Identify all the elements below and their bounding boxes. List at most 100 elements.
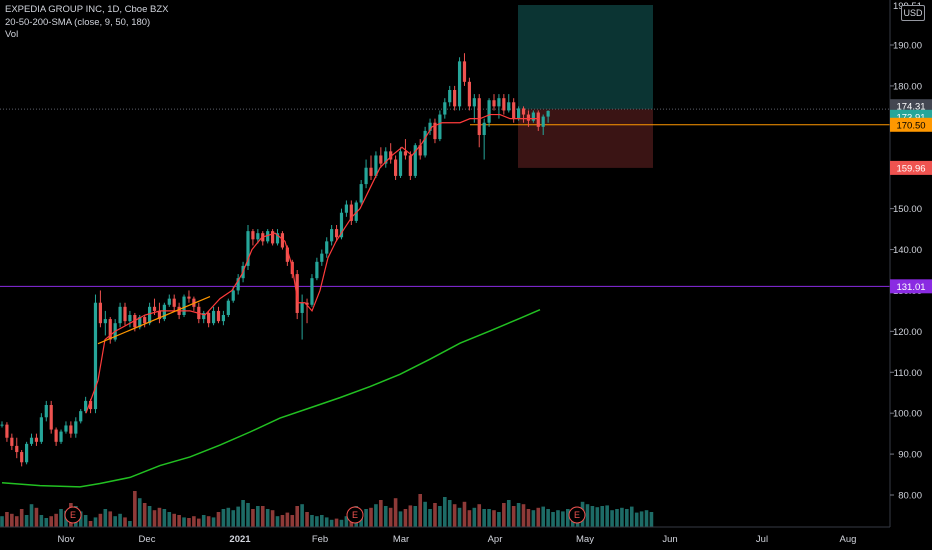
candle-body[interactable] <box>325 241 329 254</box>
candle-body[interactable] <box>221 315 225 322</box>
candle-body[interactable] <box>526 114 531 121</box>
candle-body[interactable] <box>359 184 363 203</box>
candle-body[interactable] <box>374 155 378 176</box>
horizontal-lines[interactable] <box>0 108 890 287</box>
candle-body[interactable] <box>546 110 550 117</box>
candle-body[interactable] <box>34 437 39 442</box>
symbol-title[interactable]: EXPEDIA GROUP INC, 1D, Cboe BZX <box>5 4 169 15</box>
candle-body[interactable] <box>103 319 107 324</box>
candle-body[interactable] <box>202 312 206 320</box>
candle-body[interactable] <box>300 302 304 313</box>
candle-body[interactable] <box>5 424 9 438</box>
candle-body[interactable] <box>93 302 98 410</box>
candle-body[interactable] <box>226 300 230 315</box>
candle-body[interactable] <box>108 319 112 340</box>
volume-indicator-label[interactable]: Vol <box>5 29 19 40</box>
earnings-marker[interactable]: E <box>568 506 586 524</box>
candle-body[interactable] <box>448 90 452 103</box>
candle-body[interactable] <box>492 100 496 107</box>
candle-body[interactable] <box>305 302 309 305</box>
candle-body[interactable] <box>295 274 299 313</box>
candle-body[interactable] <box>384 151 388 164</box>
long-position-tool[interactable] <box>518 5 653 168</box>
candle-body[interactable] <box>25 443 29 463</box>
candle-body[interactable] <box>398 151 403 176</box>
candle-body[interactable] <box>462 61 467 82</box>
candle-body[interactable] <box>536 112 540 127</box>
candle-body[interactable] <box>20 452 24 463</box>
candle-body[interactable] <box>369 167 373 176</box>
candle-body[interactable] <box>512 102 516 119</box>
candle-body[interactable] <box>275 233 280 244</box>
candle-body[interactable] <box>497 98 501 107</box>
candle-body[interactable] <box>502 98 506 111</box>
candle-body[interactable] <box>54 429 58 442</box>
candle-body[interactable] <box>207 312 211 324</box>
candle-body[interactable] <box>521 108 526 115</box>
candle-body[interactable] <box>0 424 4 426</box>
candle-body[interactable] <box>394 159 398 176</box>
candle-body[interactable] <box>231 290 235 301</box>
candle-body[interactable] <box>349 204 353 221</box>
candle-body[interactable] <box>29 437 34 444</box>
trendline-segment[interactable] <box>97 296 211 345</box>
candle-body[interactable] <box>157 310 162 320</box>
candle-body[interactable] <box>10 437 14 446</box>
candle-body[interactable] <box>246 231 250 266</box>
time-axis[interactable]: Nov Dec 2021 Feb Mar Apr May Jun Jul Aug <box>0 526 890 545</box>
candle-body[interactable] <box>148 306 152 324</box>
candle-body[interactable] <box>123 306 127 322</box>
candle-body[interactable] <box>211 310 216 324</box>
candle-body[interactable] <box>541 116 545 127</box>
candle-body[interactable] <box>152 306 157 311</box>
candle-body[interactable] <box>162 304 166 320</box>
candle-body[interactable] <box>143 317 147 324</box>
candle-body[interactable] <box>280 233 285 248</box>
candle-body[interactable] <box>49 405 53 430</box>
candle-body[interactable] <box>433 122 437 140</box>
candle-body[interactable] <box>138 317 142 328</box>
candle-body[interactable] <box>507 102 511 111</box>
candle-body[interactable] <box>216 310 221 322</box>
candle-body[interactable] <box>389 151 393 160</box>
earnings-marker[interactable]: E <box>64 506 82 524</box>
candle-body[interactable] <box>39 417 43 442</box>
candle-body[interactable] <box>315 261 319 279</box>
price-axis[interactable]: 80.0090.00100.00110.00120.00130.00140.00… <box>889 0 922 527</box>
candle-body[interactable] <box>74 421 78 434</box>
candle-body[interactable] <box>251 231 255 240</box>
candle-body[interactable] <box>423 130 427 156</box>
candle-body[interactable] <box>379 155 383 164</box>
candle-body[interactable] <box>44 405 48 418</box>
candle-body[interactable] <box>172 298 176 307</box>
candle-body[interactable] <box>98 302 102 324</box>
candle-body[interactable] <box>453 90 457 107</box>
candle-body[interactable] <box>467 81 471 107</box>
candle-body[interactable] <box>477 98 481 135</box>
candle-body[interactable] <box>59 431 63 442</box>
profit-zone[interactable] <box>518 5 653 110</box>
candle-body[interactable] <box>182 296 186 315</box>
candle-body[interactable] <box>271 231 275 244</box>
candle-body[interactable] <box>79 411 83 422</box>
candle-body[interactable] <box>364 167 368 185</box>
candle-body[interactable] <box>320 253 324 262</box>
candle-body[interactable] <box>482 122 486 135</box>
sma-indicator-label[interactable]: 20-50-200-SMA (close, 9, 50, 180) <box>5 16 151 28</box>
candle-body[interactable] <box>457 61 462 107</box>
candle-body[interactable] <box>310 278 314 305</box>
candle-body[interactable] <box>64 425 68 432</box>
candlesticks[interactable] <box>0 53 550 467</box>
candle-body[interactable] <box>118 306 122 324</box>
candle-body[interactable] <box>334 229 339 238</box>
currency-badge[interactable]: USD <box>901 5 925 21</box>
candle-body[interactable] <box>413 145 417 176</box>
candle-body[interactable] <box>236 278 240 291</box>
candle-body[interactable] <box>330 229 334 242</box>
loss-zone[interactable] <box>518 109 653 168</box>
candle-body[interactable] <box>403 151 408 156</box>
candle-body[interactable] <box>88 400 93 410</box>
candle-body[interactable] <box>438 114 442 140</box>
